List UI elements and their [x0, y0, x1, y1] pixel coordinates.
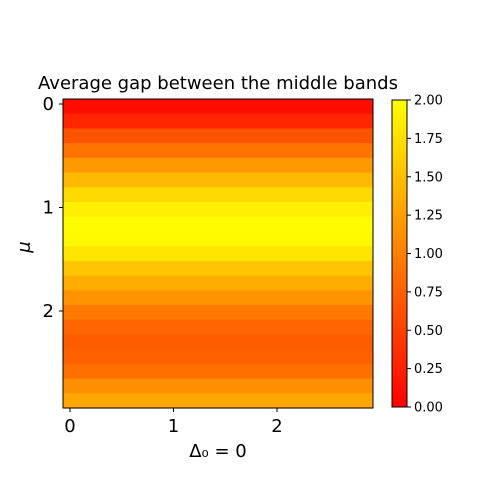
heatmap-row: [63, 202, 373, 218]
colorbar-ticks: 0.00 0.25 0.50 0.75 1.00 1.25 1.50 1.75 2.00: [407, 94, 443, 416]
colorbar-tick-label: 0.00: [414, 401, 443, 416]
heatmap-row: [63, 260, 373, 277]
heatmap-row: [63, 231, 373, 247]
colorbar-tick-label: 0.50: [414, 324, 443, 339]
colorbar-tick-label: 1.25: [414, 209, 443, 224]
heatmap-row: [63, 319, 373, 336]
y-axis-ticks: 0 1 2: [43, 94, 63, 322]
colorbar: [391, 99, 408, 408]
colorbar-tick-label: 1.00: [414, 247, 443, 262]
colorbar-tick-label: 1.75: [414, 132, 443, 147]
heatmap-row: [63, 187, 373, 203]
y-tick-label: 1: [43, 198, 54, 219]
heatmap-row: [63, 393, 373, 409]
y-tick-label: 0: [43, 94, 54, 115]
heatmap-row: [63, 216, 373, 233]
x-tick-label: 0: [64, 416, 75, 437]
heatmap-row: [63, 128, 373, 144]
y-tick-label: 2: [43, 301, 54, 322]
x-axis-ticks: 0 1 2: [64, 408, 283, 437]
heatmap-cells: [63, 99, 373, 409]
colorbar-tick-label: 1.50: [414, 170, 443, 185]
heatmap-row: [63, 246, 373, 262]
heatmap-row: [63, 349, 373, 365]
heatmap-row: [63, 334, 373, 350]
colorbar-tick-label: 0.75: [414, 285, 443, 300]
colorbar-tick-label: 2.00: [414, 94, 443, 109]
x-axis-label: Δ₀ = 0: [189, 441, 247, 462]
heatmap-row: [63, 172, 373, 188]
heatmap-row: [63, 363, 373, 380]
heatmap-row: [63, 143, 373, 159]
heatmap-row: [63, 290, 373, 306]
heatmap-row: [63, 275, 373, 291]
chart-title: Average gap between the middle bands: [38, 73, 398, 94]
heatmap-row: [63, 378, 373, 394]
x-tick-label: 2: [271, 416, 282, 437]
heatmap-row: [63, 157, 373, 174]
x-tick-label: 1: [168, 416, 179, 437]
heatmap-row: [63, 113, 373, 130]
colorbar-tick-label: 0.25: [414, 362, 443, 377]
plot-frame: [62, 98, 374, 409]
y-axis-label: μ: [14, 241, 35, 253]
heatmap-row: [63, 305, 373, 321]
heatmap-row: [63, 99, 373, 115]
